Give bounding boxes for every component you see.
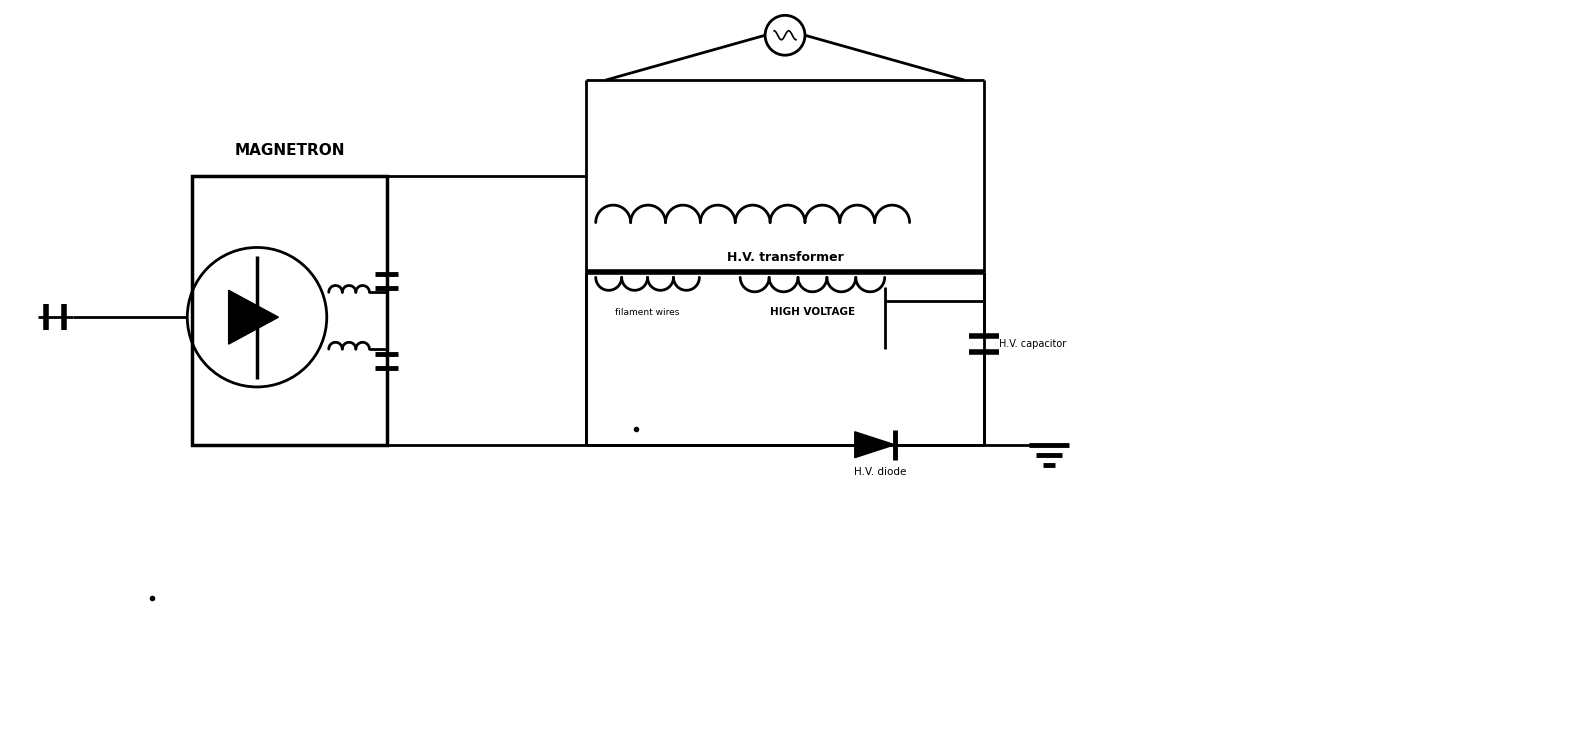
Polygon shape xyxy=(854,432,894,458)
Bar xyxy=(193,176,386,445)
Text: HIGH VOLTAGE: HIGH VOLTAGE xyxy=(770,307,854,317)
Text: H.V. capacitor: H.V. capacitor xyxy=(999,339,1066,349)
Text: MAGNETRON: MAGNETRON xyxy=(234,143,344,158)
Text: H.V. diode: H.V. diode xyxy=(853,466,905,477)
Polygon shape xyxy=(228,290,279,344)
Text: H.V. transformer: H.V. transformer xyxy=(727,251,843,264)
Text: filament wires: filament wires xyxy=(615,308,679,317)
